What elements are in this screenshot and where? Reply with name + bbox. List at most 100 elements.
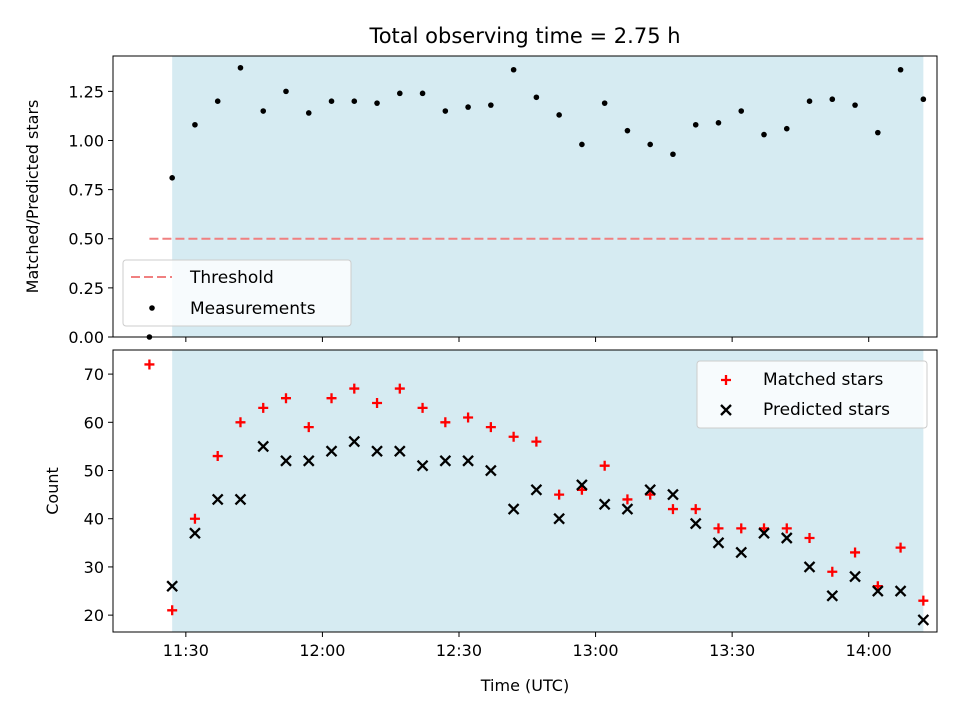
x-tick-label: 13:00 <box>573 641 619 660</box>
x-axis-label: Time (UTC) <box>480 676 569 695</box>
top-y-axis-label: Matched/Predicted stars <box>23 100 42 294</box>
predicted-star-point <box>234 493 247 506</box>
measurement-point <box>328 98 335 104</box>
measurement-point <box>715 120 722 126</box>
predicted-star-point <box>166 580 178 593</box>
matched-star-point <box>531 436 542 447</box>
matched-star-point <box>258 402 269 413</box>
predicted-star-point <box>553 512 565 525</box>
predicted-star-point <box>371 445 383 458</box>
matched-star-point <box>622 494 633 505</box>
matched-star-point <box>167 605 178 616</box>
matched-star-point <box>212 451 223 462</box>
measurement-point <box>214 98 221 104</box>
bottom-y-tick-label: 30 <box>84 558 104 577</box>
predicted-star-point <box>439 455 452 467</box>
x-tick-label: 12:00 <box>299 641 345 660</box>
measurement-point <box>260 108 267 114</box>
measurement-point <box>579 141 585 148</box>
bottom-y-tick-label: 40 <box>84 510 104 529</box>
legend-matched-label: Matched stars <box>763 370 883 390</box>
predicted-star-point <box>917 614 930 626</box>
predicted-star-point <box>348 435 361 448</box>
top-y-tick-label: 0.75 <box>68 181 104 200</box>
bottom-legend: Matched stars Predicted stars <box>696 360 928 429</box>
predicted-star-point <box>894 585 907 597</box>
measurement-point <box>419 90 426 97</box>
measurement-point <box>920 96 927 103</box>
measurement-point <box>692 121 699 128</box>
matched-star-point <box>827 566 838 577</box>
predicted-star-point <box>302 455 315 467</box>
predicted-star-point <box>257 440 270 453</box>
predicted-star-point <box>689 517 702 530</box>
matched-star-point <box>667 504 678 515</box>
matched-star-point <box>440 417 451 428</box>
measurement-point <box>783 125 790 132</box>
legend-measurements-marker <box>149 305 155 311</box>
bottom-y-tick-label: 20 <box>84 606 104 625</box>
bottom-legend-box <box>696 360 928 429</box>
top-y-tick-label: 0.50 <box>68 230 104 249</box>
measurement-point <box>601 100 608 106</box>
bottom-panel: 20 30 40 50 60 70 11:30 12:00 12:30 13:00 13:30 14:… <box>43 349 938 695</box>
predicted-star-point <box>803 561 816 573</box>
measurement-point <box>533 94 540 101</box>
matched-star-point <box>303 422 314 433</box>
measurement-point <box>305 110 312 116</box>
matched-star-point <box>804 533 815 543</box>
measurement-point <box>624 127 631 134</box>
bottom-y-tick-label: 70 <box>84 365 104 384</box>
legend-predicted-marker <box>720 404 732 416</box>
predicted-star-point <box>849 570 861 583</box>
matched-star-point <box>326 393 337 404</box>
measurement-point <box>829 96 836 103</box>
matched-star-point <box>918 595 929 606</box>
matched-star-point <box>485 422 496 433</box>
predicted-star-point <box>211 493 224 506</box>
predicted-star-point <box>393 445 406 458</box>
measurement-point <box>510 66 517 73</box>
measurement-point <box>442 108 449 114</box>
predicted-star-point <box>189 527 201 539</box>
chart-title: Total observing time = 2.75 h <box>368 24 680 48</box>
legend-predicted-label: Predicted stars <box>763 400 890 420</box>
matched-star-point <box>349 383 360 394</box>
matched-star-point <box>554 489 565 500</box>
legend-threshold-label: Threshold <box>189 268 274 288</box>
x-tick-label: 11:30 <box>163 641 209 660</box>
predicted-star-point <box>735 546 748 559</box>
measurement-point <box>237 64 244 71</box>
measurement-point <box>897 66 904 73</box>
top-y-tick-label: 1.25 <box>68 82 104 101</box>
measurement-point <box>875 129 881 136</box>
predicted-star-point <box>462 455 474 467</box>
legend-matched-marker <box>721 375 731 385</box>
top-legend-box <box>122 259 352 327</box>
measurement-point <box>670 151 676 158</box>
measurement-point <box>351 98 358 104</box>
bottom-y-tick-label: 50 <box>84 462 104 481</box>
predicted-star-point <box>530 483 543 496</box>
measurement-point <box>761 131 767 138</box>
top-legend: Threshold Measurements <box>122 259 352 327</box>
bottom-axes-frame <box>112 349 938 633</box>
measurement-point <box>192 121 198 128</box>
predicted-star-point <box>872 585 884 597</box>
top-axes-frame <box>112 55 938 338</box>
matched-star-point <box>781 523 792 534</box>
matched-star-point <box>713 523 724 534</box>
measurement-point <box>397 90 403 97</box>
matched-star-point <box>280 393 291 404</box>
legend-measurements-label: Measurements <box>190 299 316 319</box>
top-y-tick-label: 1.00 <box>68 131 104 150</box>
measurement-point <box>738 108 745 114</box>
predicted-star-point <box>826 590 839 602</box>
matched-star-point <box>599 460 610 471</box>
matched-star-point <box>372 398 383 409</box>
bottom-y-tick-label: 60 <box>84 413 104 432</box>
matched-star-point <box>417 402 428 413</box>
predicted-star-point <box>644 483 657 496</box>
measurement-point <box>806 98 813 104</box>
